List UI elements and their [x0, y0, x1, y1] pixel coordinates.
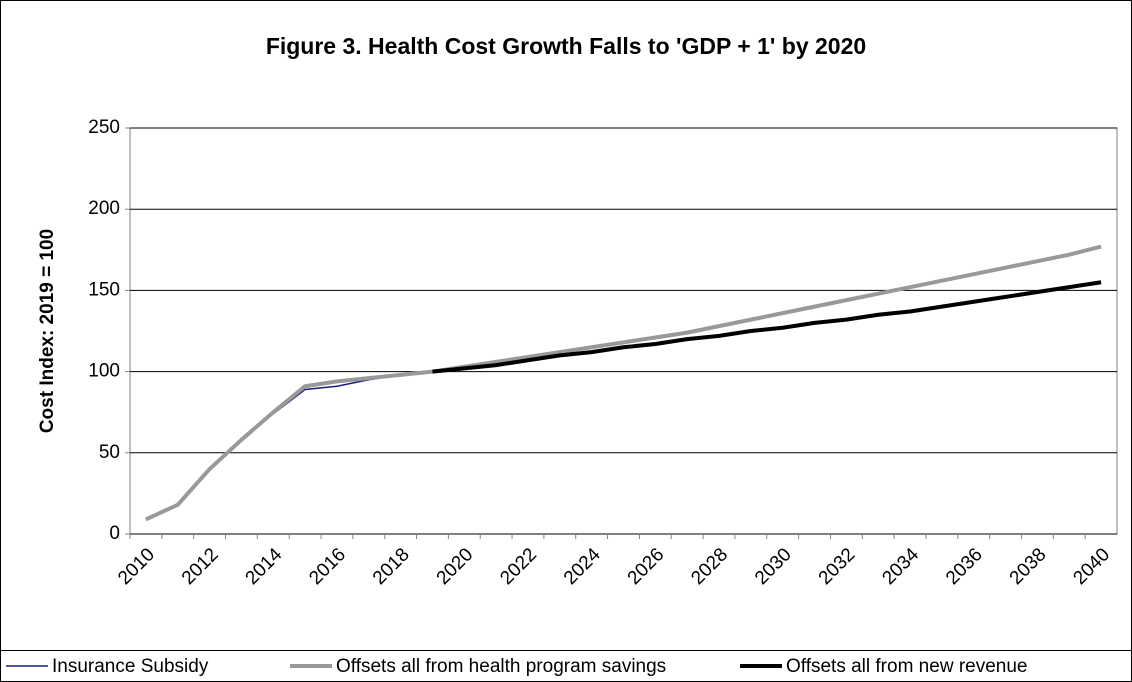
y-tick-label: 200 — [88, 198, 120, 219]
legend-box — [0, 650, 1132, 682]
y-tick-label: 100 — [88, 361, 120, 382]
legend-label: Offsets all from new revenue — [786, 656, 1027, 677]
y-tick-label: 250 — [88, 117, 120, 138]
y-tick-label: 150 — [88, 279, 120, 300]
chart-title: Figure 3. Health Cost Growth Falls to 'G… — [266, 33, 866, 59]
y-tick-label: 50 — [99, 442, 120, 463]
plot-area — [129, 127, 1118, 535]
y-axis-label: Cost Index: 2019 = 100 — [37, 229, 58, 433]
legend-label: Insurance Subsidy — [52, 656, 209, 677]
legend-label: Offsets all from health program savings — [336, 656, 666, 677]
series-line — [432, 280, 1102, 374]
y-tick-label: 0 — [109, 523, 120, 544]
series-line — [145, 244, 1102, 522]
